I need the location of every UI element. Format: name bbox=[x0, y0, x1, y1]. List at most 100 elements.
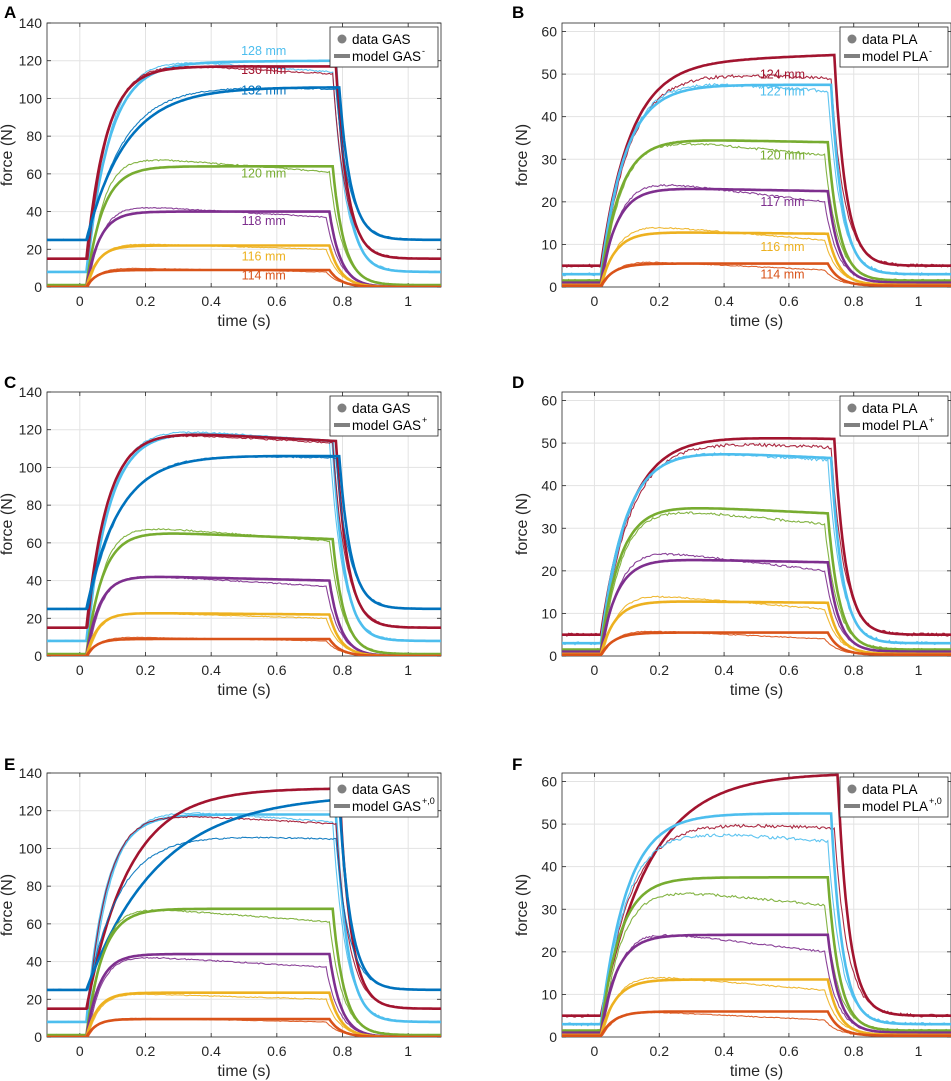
panel-letter: A bbox=[4, 3, 16, 22]
legend-box bbox=[329, 395, 439, 437]
axes-box bbox=[46, 772, 442, 1038]
panel-letter: D bbox=[512, 373, 524, 392]
y-tick-label: 20 bbox=[26, 610, 42, 626]
legend-data-marker bbox=[847, 34, 857, 44]
y-tick-label: 20 bbox=[541, 944, 557, 960]
data-trace-122mm bbox=[562, 833, 951, 1027]
legend: data PLA model PLA +,0 bbox=[839, 776, 949, 818]
y-tick-label: 40 bbox=[26, 954, 42, 970]
model-curve-114mm bbox=[562, 262, 951, 287]
model-curve-128mm bbox=[47, 59, 441, 274]
legend-data-label: data GAS bbox=[352, 32, 411, 47]
data-trace-132mm bbox=[47, 836, 441, 992]
x-tick-label: 0 bbox=[591, 662, 599, 678]
x-tick-label: 0.6 bbox=[779, 293, 799, 309]
legend: data GAS model GAS +,0 bbox=[329, 776, 439, 818]
curve-label-114mm: 114 mm bbox=[760, 267, 804, 281]
data-trace-116mm bbox=[562, 976, 951, 1037]
y-tick-label: 140 bbox=[19, 765, 43, 781]
panel-letter: F bbox=[512, 755, 522, 774]
y-tick-label: 10 bbox=[541, 236, 557, 252]
y-tick-label: 140 bbox=[19, 15, 43, 31]
curve-label-128mm: 128 mm bbox=[241, 44, 286, 58]
x-tick-label: 0.6 bbox=[267, 1043, 287, 1059]
y-tick-label: 30 bbox=[541, 901, 557, 917]
legend-data-marker bbox=[337, 34, 347, 44]
panel-E: E 0 0.2 0.4 0.6 0.8 1 0 20 40 60 80 100 120 140 time (s… bbox=[0, 755, 442, 1080]
model-curve-122mm bbox=[562, 83, 951, 276]
x-tick-label: 0.2 bbox=[650, 293, 670, 309]
y-tick-label: 0 bbox=[549, 279, 557, 295]
model-curve-132mm bbox=[47, 454, 441, 611]
legend: data PLA model PLA + bbox=[839, 395, 949, 437]
model-curve-120mm bbox=[47, 165, 441, 287]
y-tick-label: 20 bbox=[541, 194, 557, 210]
y-tick-label: 140 bbox=[19, 384, 43, 400]
legend-data-label: data GAS bbox=[352, 401, 411, 416]
y-tick-label: 60 bbox=[26, 535, 42, 551]
curve-label-120mm: 120 mm bbox=[760, 148, 805, 162]
curve-label-120mm: 120 mm bbox=[241, 167, 286, 181]
legend-data-marker bbox=[847, 784, 857, 794]
x-tick-label: 0 bbox=[76, 1043, 84, 1059]
y-tick-label: 10 bbox=[541, 986, 557, 1002]
x-tick-label: 1 bbox=[404, 662, 412, 678]
y-tick-label: 40 bbox=[26, 573, 42, 589]
curve-label-118mm: 118 mm bbox=[242, 214, 286, 228]
y-tick-label: 60 bbox=[541, 24, 557, 40]
model-curve-118mm bbox=[47, 575, 441, 656]
legend-data-label: data PLA bbox=[862, 401, 918, 416]
curve-label-122mm: 122 mm bbox=[760, 84, 805, 98]
y-tick-label: 120 bbox=[19, 422, 43, 438]
y-tick-label: 100 bbox=[19, 840, 43, 856]
x-tick-label: 0.2 bbox=[650, 1043, 670, 1059]
y-tick-label: 0 bbox=[34, 1029, 42, 1045]
y-tick-label: 50 bbox=[541, 435, 557, 451]
legend-data-marker bbox=[337, 784, 347, 794]
axes-box bbox=[561, 391, 951, 657]
legend-model-superscript: +,0 bbox=[929, 796, 942, 806]
legend-box bbox=[329, 26, 439, 68]
x-axis-label: time (s) bbox=[730, 1063, 783, 1080]
curve-label-132mm: 132 mm bbox=[241, 84, 286, 98]
y-axis-label: force (N) bbox=[514, 493, 531, 555]
curve-label-124mm: 124 mm bbox=[760, 67, 805, 81]
curves bbox=[562, 437, 951, 656]
curve-label-130mm: 130 mm bbox=[241, 63, 286, 77]
y-axis-label: force (N) bbox=[0, 493, 16, 555]
y-tick-label: 0 bbox=[34, 648, 42, 664]
model-curve-122mm bbox=[562, 812, 951, 1026]
y-axis-label: force (N) bbox=[514, 124, 531, 186]
y-tick-label: 20 bbox=[541, 563, 557, 579]
legend-model-label: model PLA bbox=[862, 418, 928, 433]
curves bbox=[562, 773, 951, 1037]
x-tick-label: 0.8 bbox=[333, 1043, 353, 1059]
y-tick-label: 60 bbox=[541, 393, 557, 409]
curves bbox=[47, 59, 441, 287]
x-tick-label: 0 bbox=[76, 662, 84, 678]
model-curve-128mm bbox=[47, 813, 441, 1024]
x-tick-label: 0.8 bbox=[333, 293, 353, 309]
y-tick-label: 0 bbox=[549, 1029, 557, 1045]
x-tick-label: 0.4 bbox=[201, 293, 221, 309]
y-axis-label: force (N) bbox=[0, 874, 16, 936]
model-curve-117mm bbox=[562, 933, 951, 1034]
x-tick-label: 0.8 bbox=[844, 293, 864, 309]
x-tick-label: 0.2 bbox=[650, 662, 670, 678]
x-tick-label: 0.6 bbox=[779, 662, 799, 678]
x-tick-label: 0.8 bbox=[333, 662, 353, 678]
y-tick-label: 50 bbox=[541, 816, 557, 832]
x-tick-label: 0.8 bbox=[844, 662, 864, 678]
grid bbox=[562, 23, 951, 288]
y-tick-label: 60 bbox=[26, 916, 42, 932]
x-axis-label: time (s) bbox=[217, 313, 270, 330]
legend-model-label: model GAS bbox=[352, 49, 421, 64]
x-tick-label: 1 bbox=[915, 293, 923, 309]
y-tick-label: 0 bbox=[549, 648, 557, 664]
y-tick-label: 60 bbox=[26, 166, 42, 182]
curves bbox=[47, 431, 441, 656]
panel-C: C 0 0.2 0.4 0.6 0.8 1 0 20 40 60 80 100 120 140 time (s… bbox=[0, 373, 442, 699]
x-tick-label: 0.2 bbox=[136, 293, 156, 309]
x-tick-label: 0.6 bbox=[779, 1043, 799, 1059]
